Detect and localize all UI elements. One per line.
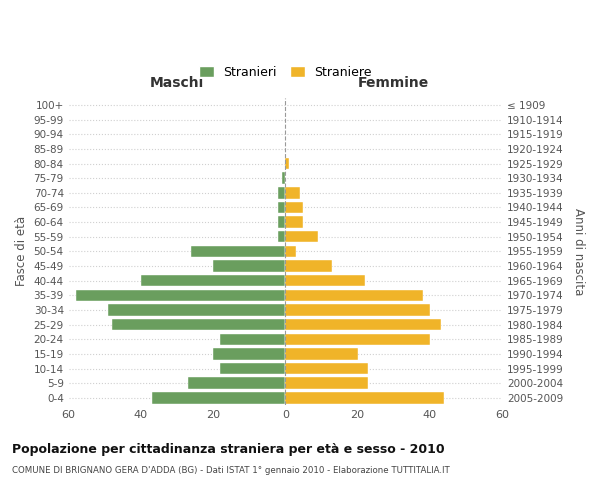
Bar [286, 275, 365, 286]
Bar [220, 363, 286, 374]
Bar [109, 304, 286, 316]
Bar [76, 290, 286, 301]
Bar [286, 202, 304, 213]
Text: Maschi: Maschi [150, 76, 204, 90]
Legend: Stranieri, Straniere: Stranieri, Straniere [194, 61, 377, 84]
Bar [286, 304, 430, 316]
Bar [213, 260, 286, 272]
Y-axis label: Anni di nascita: Anni di nascita [572, 208, 585, 295]
Bar [286, 231, 318, 242]
Bar [286, 158, 289, 170]
Bar [286, 319, 440, 330]
Y-axis label: Fasce di età: Fasce di età [15, 216, 28, 286]
Bar [141, 275, 286, 286]
Bar [286, 363, 368, 374]
Bar [282, 172, 286, 184]
Bar [278, 231, 286, 242]
Bar [286, 348, 358, 360]
Bar [213, 348, 286, 360]
Bar [286, 290, 422, 301]
Bar [286, 216, 304, 228]
Bar [278, 187, 286, 198]
Bar [286, 334, 430, 345]
Bar [286, 246, 296, 257]
Text: COMUNE DI BRIGNANO GERA D'ADDA (BG) - Dati ISTAT 1° gennaio 2010 - Elaborazione : COMUNE DI BRIGNANO GERA D'ADDA (BG) - Da… [12, 466, 450, 475]
Bar [112, 319, 286, 330]
Bar [278, 202, 286, 213]
Bar [278, 216, 286, 228]
Bar [191, 246, 286, 257]
Bar [188, 378, 286, 389]
Bar [286, 378, 368, 389]
Bar [286, 260, 332, 272]
Bar [220, 334, 286, 345]
Bar [286, 187, 300, 198]
Bar [286, 392, 444, 404]
Bar [152, 392, 286, 404]
Text: Femmine: Femmine [358, 76, 430, 90]
Text: Popolazione per cittadinanza straniera per età e sesso - 2010: Popolazione per cittadinanza straniera p… [12, 442, 445, 456]
